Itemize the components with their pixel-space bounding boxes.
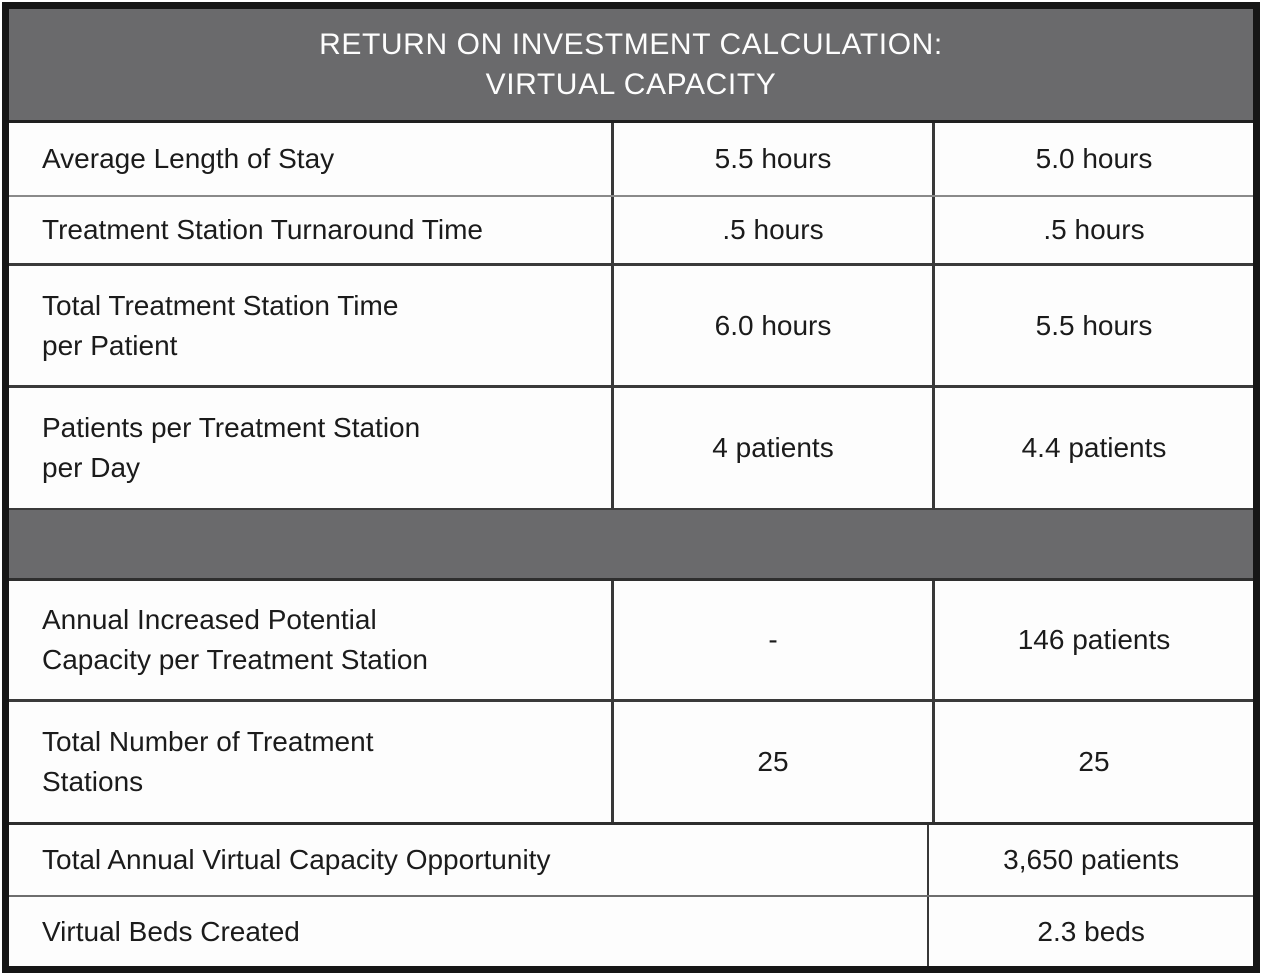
table-row: Annual Increased Potential Capacity per … <box>9 581 1253 702</box>
table-row: Total Treatment Station Time per Patient… <box>9 266 1253 388</box>
value-before: - <box>614 581 935 699</box>
value-before: 25 <box>614 702 935 822</box>
summary-label: Total Annual Virtual Capacity Opportunit… <box>9 825 930 895</box>
value-after: .5 hours <box>1043 214 1145 245</box>
value-before: .5 hours <box>614 197 935 263</box>
value-before: 4 patients <box>614 388 935 508</box>
value-before: 6.0 hours <box>614 266 935 385</box>
row-label: Total Number of Treatment Stations <box>9 702 614 822</box>
summary-value: 3,650 patients <box>1003 844 1180 875</box>
table-row: Average Length of Stay 5.5 hours 5.0 hou… <box>9 123 1253 197</box>
title-line-1: RETURN ON INVESTMENT CALCULATION: <box>319 27 943 61</box>
title-line-2: VIRTUAL CAPACITY <box>485 67 777 101</box>
value-after: 4.4 patients <box>1021 432 1167 463</box>
value-after: 5.0 hours <box>1035 143 1153 174</box>
summary-label: Virtual Beds Created <box>9 897 930 966</box>
row-label: Treatment Station Turnaround Time <box>9 197 614 263</box>
row-label: Total Treatment Station Time per Patient <box>9 266 614 385</box>
value-before: 5.5 hours <box>614 123 935 195</box>
row-label: Annual Increased Potential Capacity per … <box>9 581 614 699</box>
summary-row: Virtual Beds Created 2.3 beds <box>9 897 1253 966</box>
value-after: 5.5 hours <box>1035 309 1153 341</box>
row-label: Patients per Treatment Station per Day <box>9 388 614 508</box>
value-after: 146 patients <box>1017 624 1171 655</box>
table-row: Total Number of Treatment Stations 25 25 <box>9 702 1253 825</box>
value-after: 25 <box>1078 746 1110 777</box>
separator-band <box>9 510 1253 581</box>
table-row: Patients per Treatment Station per Day 4… <box>9 388 1253 510</box>
row-label: Average Length of Stay <box>9 123 614 195</box>
table-header: RETURN ON INVESTMENT CALCULATION: VIRTUA… <box>9 9 1253 123</box>
summary-value: 2.3 beds <box>1037 915 1145 947</box>
summary-row: Total Annual Virtual Capacity Opportunit… <box>9 825 1253 897</box>
table-row: Treatment Station Turnaround Time .5 hou… <box>9 197 1253 266</box>
